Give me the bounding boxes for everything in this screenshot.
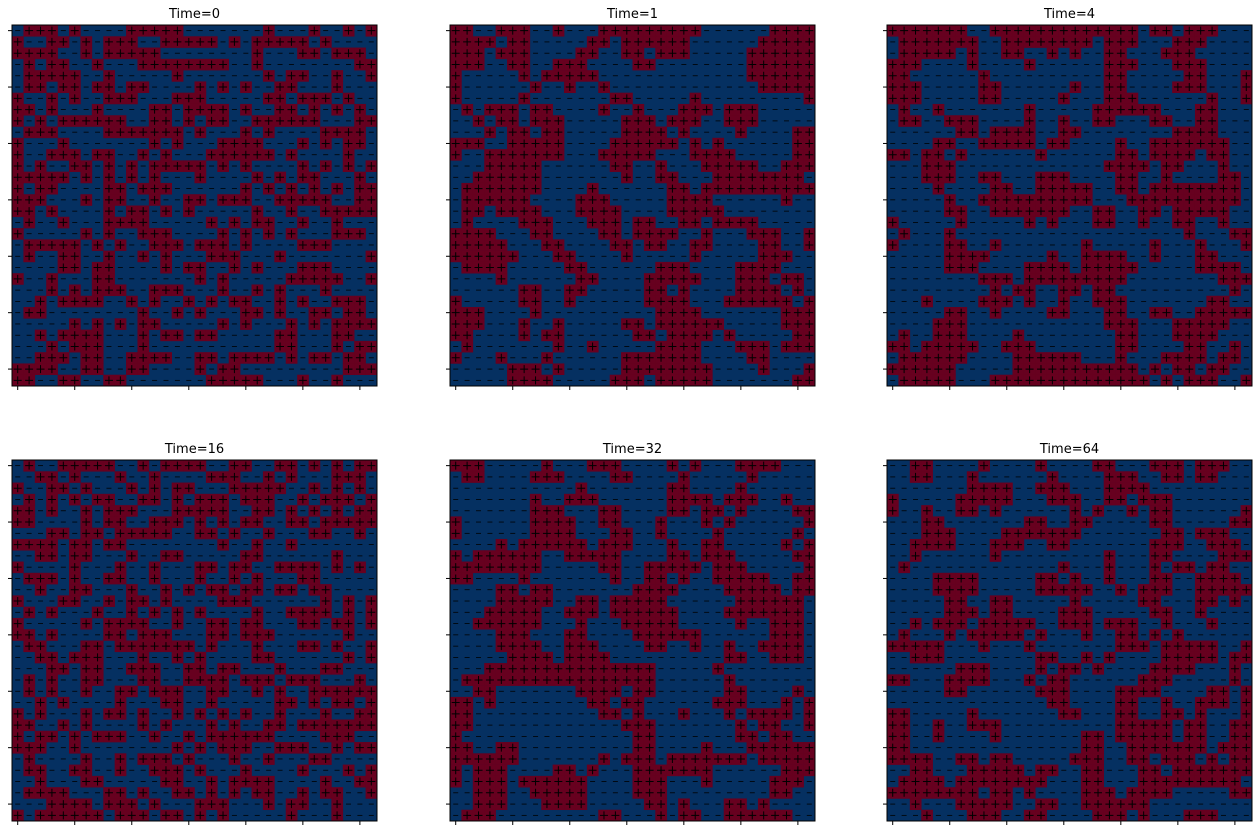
heatmap-panel-time-0 (8, 25, 377, 390)
heatmap-panel-time-1 (446, 25, 815, 390)
heatmap-panel-time-4 (883, 25, 1252, 390)
heatmap-panel-time-16 (8, 460, 377, 825)
